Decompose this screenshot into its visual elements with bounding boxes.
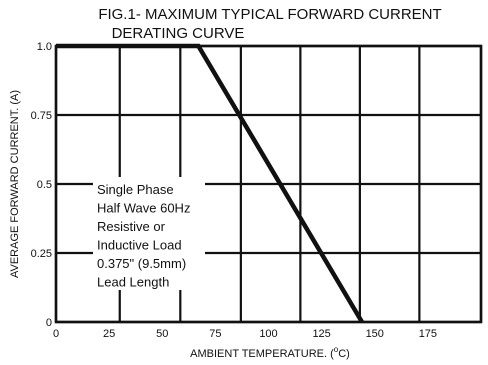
x-axis-label: AMBIENT TEMPERATURE. (oC)	[190, 345, 350, 360]
derating-curve-line	[56, 43, 364, 324]
y-tick-label-0: 0	[46, 317, 52, 329]
y-tick-labels: 0 0.25 0.5 0.75 1.0	[31, 41, 52, 329]
annotation-line-4: 0.375" (9.5mm)	[97, 256, 186, 271]
annotation-text: Single Phase Half Wave 60Hz Resistive or In…	[97, 182, 190, 290]
annotation-box: Single Phase Half Wave 60Hz Resistive or In…	[93, 177, 205, 290]
y-axis-label: AVERAGE FORWARD CURRENT. (A)	[9, 90, 21, 278]
x-tick-label-1: 25	[103, 328, 115, 340]
y-tick-label-3: 0.75	[31, 110, 52, 122]
x-axis-label-sup: o	[334, 345, 339, 354]
annotation-line-2: Resistive or	[97, 219, 166, 234]
x-tick-label-3: 75	[209, 328, 221, 340]
y-tick-label-2: 0.5	[37, 179, 52, 191]
x-tick-labels: 0 25 50 75 100 125 150 175	[53, 328, 437, 340]
x-tick-label-6: 150	[366, 328, 384, 340]
x-tick-label-7: 175	[419, 328, 437, 340]
annotation-background	[93, 177, 205, 290]
plot-frame	[54, 44, 483, 324]
x-tick-label-4: 100	[259, 328, 277, 340]
annotation-line-0: Single Phase	[97, 182, 174, 197]
x-axis-label-unit: C)	[338, 348, 350, 360]
x-tick-label-5: 125	[312, 328, 330, 340]
y-tick-label-1: 0.25	[31, 248, 52, 260]
x-tick-label-2: 50	[156, 328, 168, 340]
chart-title-line1: FIG.1- MAXIMUM TYPICAL FORWARD CURRENT	[98, 6, 441, 23]
x-axis-label-main: AMBIENT TEMPERATURE. (	[190, 348, 334, 360]
annotation-line-1: Half Wave 60Hz	[97, 201, 190, 216]
x-tick-label-0: 0	[53, 328, 59, 340]
y-tick-label-4: 1.0	[37, 41, 52, 53]
annotation-line-3: Inductive Load	[97, 238, 182, 253]
annotation-line-5: Lead Length	[97, 275, 169, 290]
chart-title-line2: DERATING CURVE	[112, 25, 245, 42]
